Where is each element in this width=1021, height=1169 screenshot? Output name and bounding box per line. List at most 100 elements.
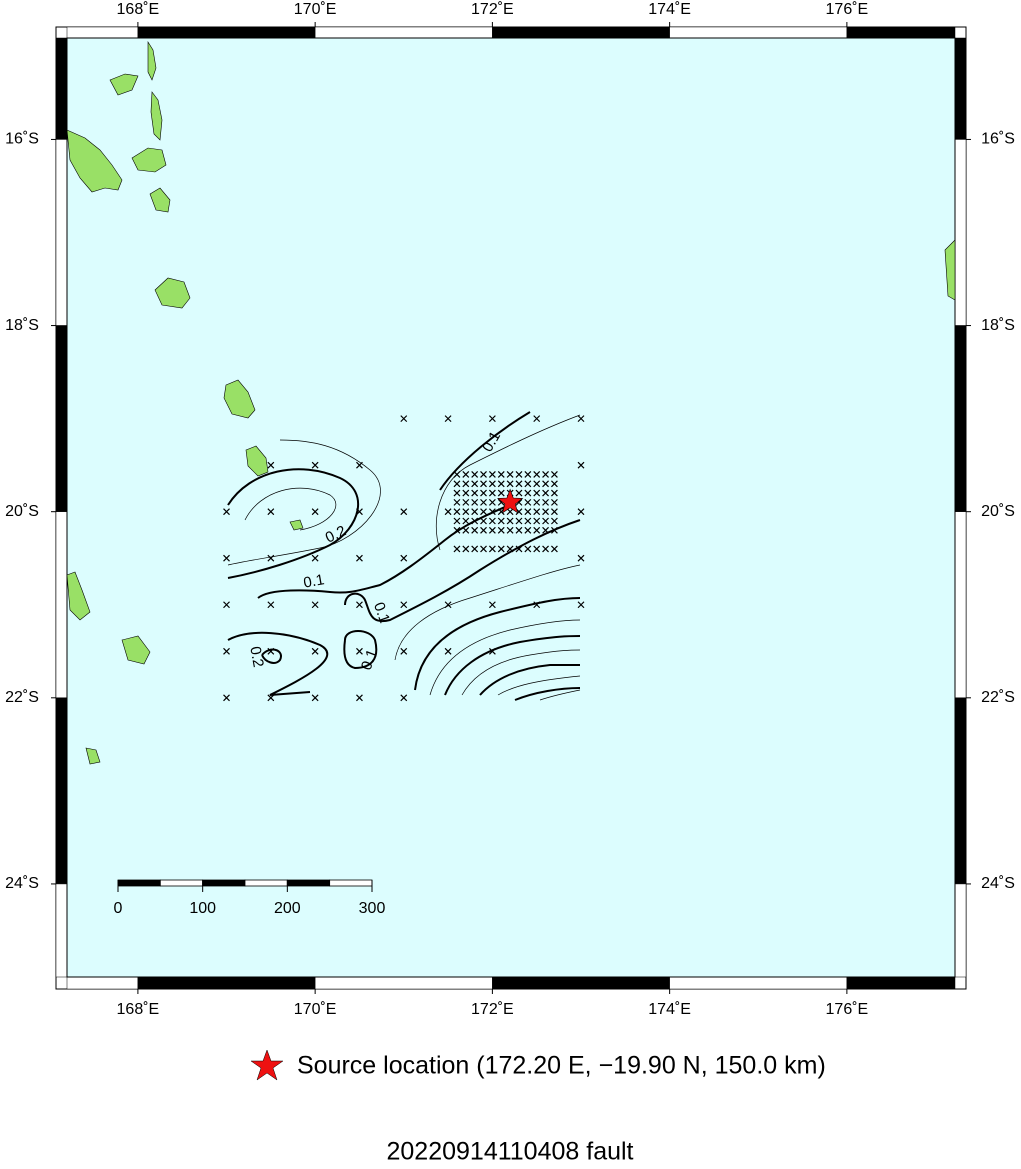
grid-point [577, 461, 585, 469]
grid-point [267, 508, 275, 516]
grid-point [542, 526, 549, 534]
grid-point [551, 489, 558, 497]
grid-point [551, 508, 558, 516]
grid-point [462, 471, 470, 478]
frame-bar [492, 976, 670, 990]
grid-point [223, 647, 230, 655]
frame-bar [954, 697, 967, 885]
grid-point [533, 489, 541, 497]
grid-point [462, 498, 470, 506]
grid-point [488, 415, 496, 423]
grid-point [311, 461, 319, 469]
grid-point [524, 498, 532, 506]
frame-bar [954, 139, 967, 326]
grid-point [471, 498, 479, 506]
grid-point [515, 480, 523, 488]
grid-point [223, 508, 230, 516]
grid-point [515, 489, 523, 497]
frame-bar [846, 26, 956, 39]
y-tick-label: 22˚S [5, 689, 39, 706]
grid-point [551, 517, 558, 525]
grid-point [551, 480, 558, 488]
frame-bar [954, 883, 967, 978]
frame-bar [846, 976, 956, 990]
grid-point [223, 694, 230, 702]
grid-point [524, 489, 532, 497]
y-tick-label: 18˚S [5, 317, 39, 334]
grid-point [356, 508, 363, 516]
grid-point [444, 601, 452, 609]
grid-point [533, 545, 541, 553]
grid-point [471, 508, 479, 516]
grid-point [551, 498, 558, 506]
grid-point [515, 471, 523, 478]
grid-point [356, 461, 363, 469]
grid-point [533, 471, 541, 478]
x-tick-label: 174˚E [648, 1001, 691, 1018]
grid-point [267, 647, 275, 655]
legend-symbol [250, 1049, 284, 1081]
grid-point [533, 415, 541, 423]
grid-point [356, 601, 363, 609]
grid-point [506, 526, 514, 534]
grid-point [551, 471, 558, 478]
grid-point [488, 526, 496, 534]
y-tick-label: 22˚S [981, 689, 1015, 706]
grid-point [577, 554, 585, 562]
grid-point [400, 554, 408, 562]
grid-point [542, 508, 549, 516]
grid-point [577, 601, 585, 609]
frame-bar [314, 976, 493, 990]
grid-point [551, 545, 558, 553]
grid-point [488, 545, 496, 553]
grid-point [400, 601, 408, 609]
grid-point [223, 601, 230, 609]
scale-segment [329, 879, 373, 887]
grid-point [533, 498, 541, 506]
x-tick-label: 170˚E [294, 1, 337, 18]
grid-point [542, 498, 549, 506]
frame-bar [55, 697, 68, 885]
scale-bar: 0 100 200 300 [114, 879, 385, 917]
grid-point [488, 480, 496, 488]
grid-point [542, 471, 549, 478]
frame-bar [137, 976, 316, 990]
grid-point [515, 517, 523, 525]
grid-point [453, 517, 461, 525]
grid-point [542, 517, 549, 525]
grid-point [453, 508, 461, 516]
legend-text: Source location (172.20 E, −19.90 N, 150… [297, 1052, 826, 1080]
grid-point [533, 526, 541, 534]
grid-point [471, 517, 479, 525]
x-tick-label: 176˚E [826, 1, 869, 18]
grid-point [497, 517, 505, 525]
grid-point [533, 517, 541, 525]
grid-point [506, 471, 514, 478]
grid-point [462, 545, 470, 553]
x-tick-label: 168˚E [117, 1001, 160, 1018]
scale-segment [244, 879, 288, 887]
grid-point [497, 471, 505, 478]
grid-point [551, 526, 558, 534]
source-star [496, 488, 524, 514]
grid-point [311, 694, 319, 702]
y-tick-label: 20˚S [5, 503, 39, 520]
contour-label: 0.1 [358, 647, 381, 672]
grid-point [444, 647, 452, 655]
grid-point [506, 545, 514, 553]
grid-point [444, 415, 452, 423]
grid-point [400, 647, 408, 655]
grid-point [453, 480, 461, 488]
grid-point [524, 508, 532, 516]
grid-point [453, 526, 461, 534]
grid-point [533, 480, 541, 488]
grid-point [542, 545, 549, 553]
grid-point [471, 471, 479, 478]
grid-point [356, 647, 363, 655]
frame-bar [954, 511, 967, 699]
scale-segment [286, 879, 331, 887]
grid-point [480, 508, 487, 516]
grid-point [223, 554, 230, 562]
grid-point [480, 526, 487, 534]
x-tick-label: 168˚E [117, 1, 160, 18]
